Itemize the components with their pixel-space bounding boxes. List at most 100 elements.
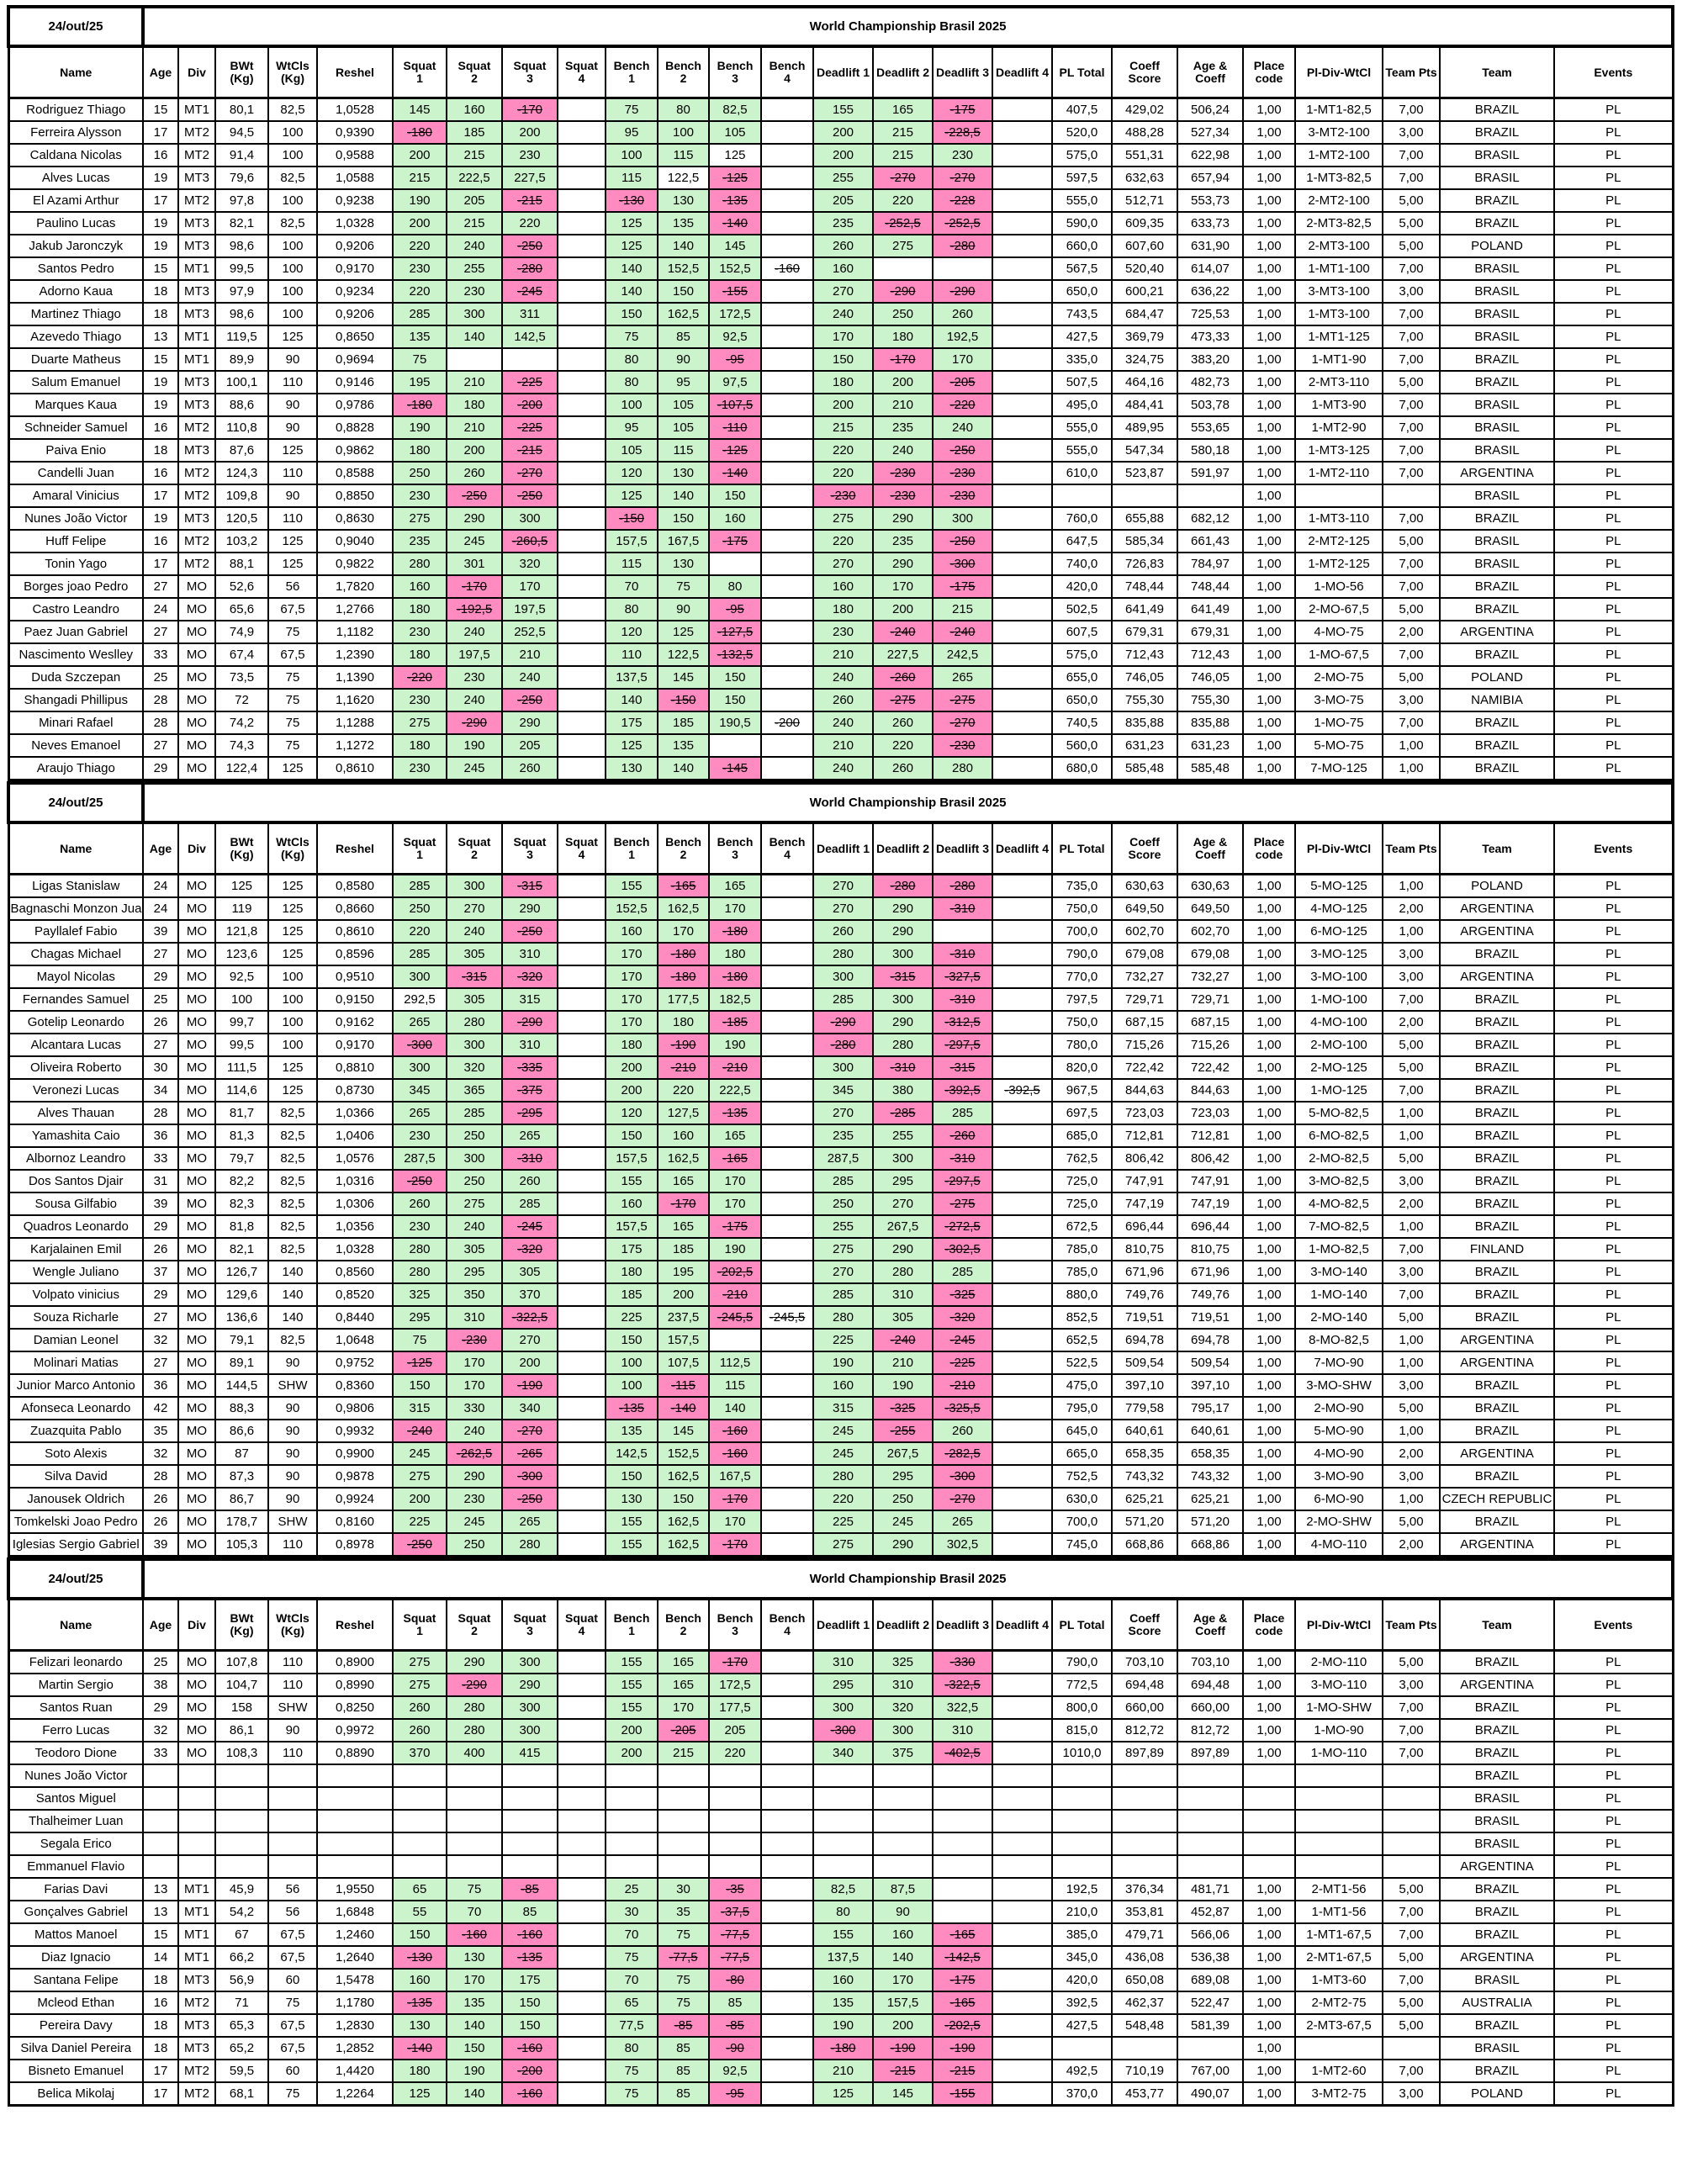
cell-squat-1: -240 [392,1419,447,1443]
cell-squat-2: 200 [446,438,503,463]
cell-deadlift-3 [932,919,993,944]
cell-squat-3: -170 [501,97,558,122]
table-row: Zuazquita Pablo 35 MO 86,6 90 0,9932 -240 240 -2… [8,1419,1674,1443]
cell-pl-div-wtcl [1294,1786,1383,1811]
cell-bench-1: 130 [605,1487,659,1511]
cell-wtcls: 125 [267,325,318,349]
column-header-bwt: BWt (Kg) [214,1598,269,1652]
cell-deadlift-2 [872,1786,934,1811]
cell-events: PL [1552,965,1674,989]
cell-bench-3: -77,5 [708,1922,762,1947]
table-row: Duarte Matheus 15 MT1 89,9 90 0,9694 75 80 90 -95… [8,347,1674,372]
cell-bench-2: 177,5 [657,987,710,1012]
cell-deadlift-2: 375 [872,1741,934,1765]
cell-age: 19 [142,211,179,235]
cell-squat-1: -180 [392,120,447,145]
cell-bwt: 79,1 [214,1328,269,1352]
cell-deadlift-2 [872,1764,934,1788]
cell-wtcls: 100 [267,234,318,258]
cell-div: MT2 [177,484,216,508]
cell-coeff-score: 732,27 [1111,965,1178,989]
cell-name: Segala Erico [8,1832,144,1856]
cell-bench-1: 80 [605,347,659,372]
cell-bwt: 82,2 [214,1169,269,1193]
cell-team-pts [1382,1832,1441,1856]
cell-deadlift-4 [992,942,1053,966]
cell-deadlift-2: 310 [872,1282,934,1307]
cell-bwt: 94,5 [214,120,269,145]
cell-team-pts: 2,00 [1382,620,1441,644]
cell-place-code: 1,00 [1242,1010,1296,1034]
table-row: Ferro Lucas 32 MO 86,1 90 0,9972 260 280 300 200-… [8,1718,1674,1742]
cell-wtcls: 82,5 [267,97,318,122]
cell-deadlift-1 [812,1764,874,1788]
cell-deadlift-1: 225 [812,1328,874,1352]
column-header-age-coeff: Age & Coeff [1177,822,1244,875]
cell-squat-2: -250 [446,484,503,508]
cell-bench-3: -170 [708,1649,762,1674]
cell-bench-3: -180 [708,965,762,989]
cell-deadlift-2: -315 [872,965,934,989]
cell-pl-total: 750,0 [1051,896,1113,921]
cell-bench-2: 35 [657,1900,710,1924]
cell-reshel: 0,8828 [316,415,394,440]
cell-bwt: 158 [214,1695,269,1720]
cell-age-coeff: 649,50 [1177,896,1244,921]
cell-team-pts: 5,00 [1382,665,1441,690]
cell-wtcls: 67,5 [267,2013,318,2038]
cell-pl-total: 740,5 [1051,711,1113,735]
cell-deadlift-1: 287,5 [812,1146,874,1171]
cell-bench-1: 30 [605,1900,659,1924]
cell-age-coeff: 602,70 [1177,919,1244,944]
cell-deadlift-2: 290 [872,896,934,921]
cell-squat-3: -200 [501,393,558,417]
cell-squat-2: 301 [446,552,503,576]
cell-bwt: 121,8 [214,919,269,944]
table-row: Iglesias Sergio Gabriel 39 MO 105,3 110 0,897… [8,1532,1674,1557]
cell-deadlift-3: -297,5 [932,1169,993,1193]
cell-name: Belica Mikolaj [8,2081,144,2107]
cell-reshel: 0,9150 [316,987,394,1012]
column-header-squat-4: Squat 4 [557,1598,606,1652]
cell-age: 28 [142,1464,179,1489]
cell-bench-4 [760,484,814,508]
cell-squat-1: 285 [392,873,447,898]
cell-wtcls: 90 [267,393,318,417]
cell-wtcls: 125 [267,942,318,966]
cell-squat-3: 310 [501,942,558,966]
cell-age-coeff: 694,48 [1177,1673,1244,1697]
cell-deadlift-2: 300 [872,1718,934,1742]
cell-pl-div-wtcl: 1-MT2-110 [1294,461,1383,485]
cell-bwt: 100 [214,987,269,1012]
cell-bench-1: 100 [605,393,659,417]
cell-deadlift-4 [992,919,1053,944]
cell-deadlift-2: 165 [872,97,934,122]
cell-place-code: 1,00 [1242,1055,1296,1080]
cell-place-code: 1,00 [1242,1673,1296,1697]
cell-bench-2: 150 [657,1487,710,1511]
cell-bwt: 52,6 [214,574,269,599]
cell-coeff-score: 655,88 [1111,506,1178,531]
column-header-deadlift-2: Deadlift 2 [872,45,934,99]
cell-age: 27 [142,620,179,644]
cell-bwt: 124,3 [214,461,269,485]
cell-age: 31 [142,1169,179,1193]
cell-squat-4 [557,1146,606,1171]
cell-age-coeff: 622,98 [1177,143,1244,167]
cell-div: MO [177,1260,216,1284]
column-header-div: Div [177,45,216,99]
cell-reshel: 1,2460 [316,1922,394,1947]
cell-place-code: 1,00 [1242,1991,1296,2015]
cell-age: 35 [142,1419,179,1443]
table-row: Bisneto Emanuel 17 MT2 59,5 60 1,4420 180 190 -2… [8,2059,1674,2083]
cell-bench-4 [760,1169,814,1193]
cell-bwt: 45,9 [214,1877,269,1901]
cell-squat-4 [557,438,606,463]
cell-team-pts: 7,00 [1382,643,1441,667]
cell-squat-4 [557,461,606,485]
cell-bwt: 82,1 [214,211,269,235]
cell-events: PL [1552,574,1674,599]
cell-bwt: 99,7 [214,1010,269,1034]
cell-bench-3 [708,552,762,576]
cell-squat-3: -270 [501,461,558,485]
